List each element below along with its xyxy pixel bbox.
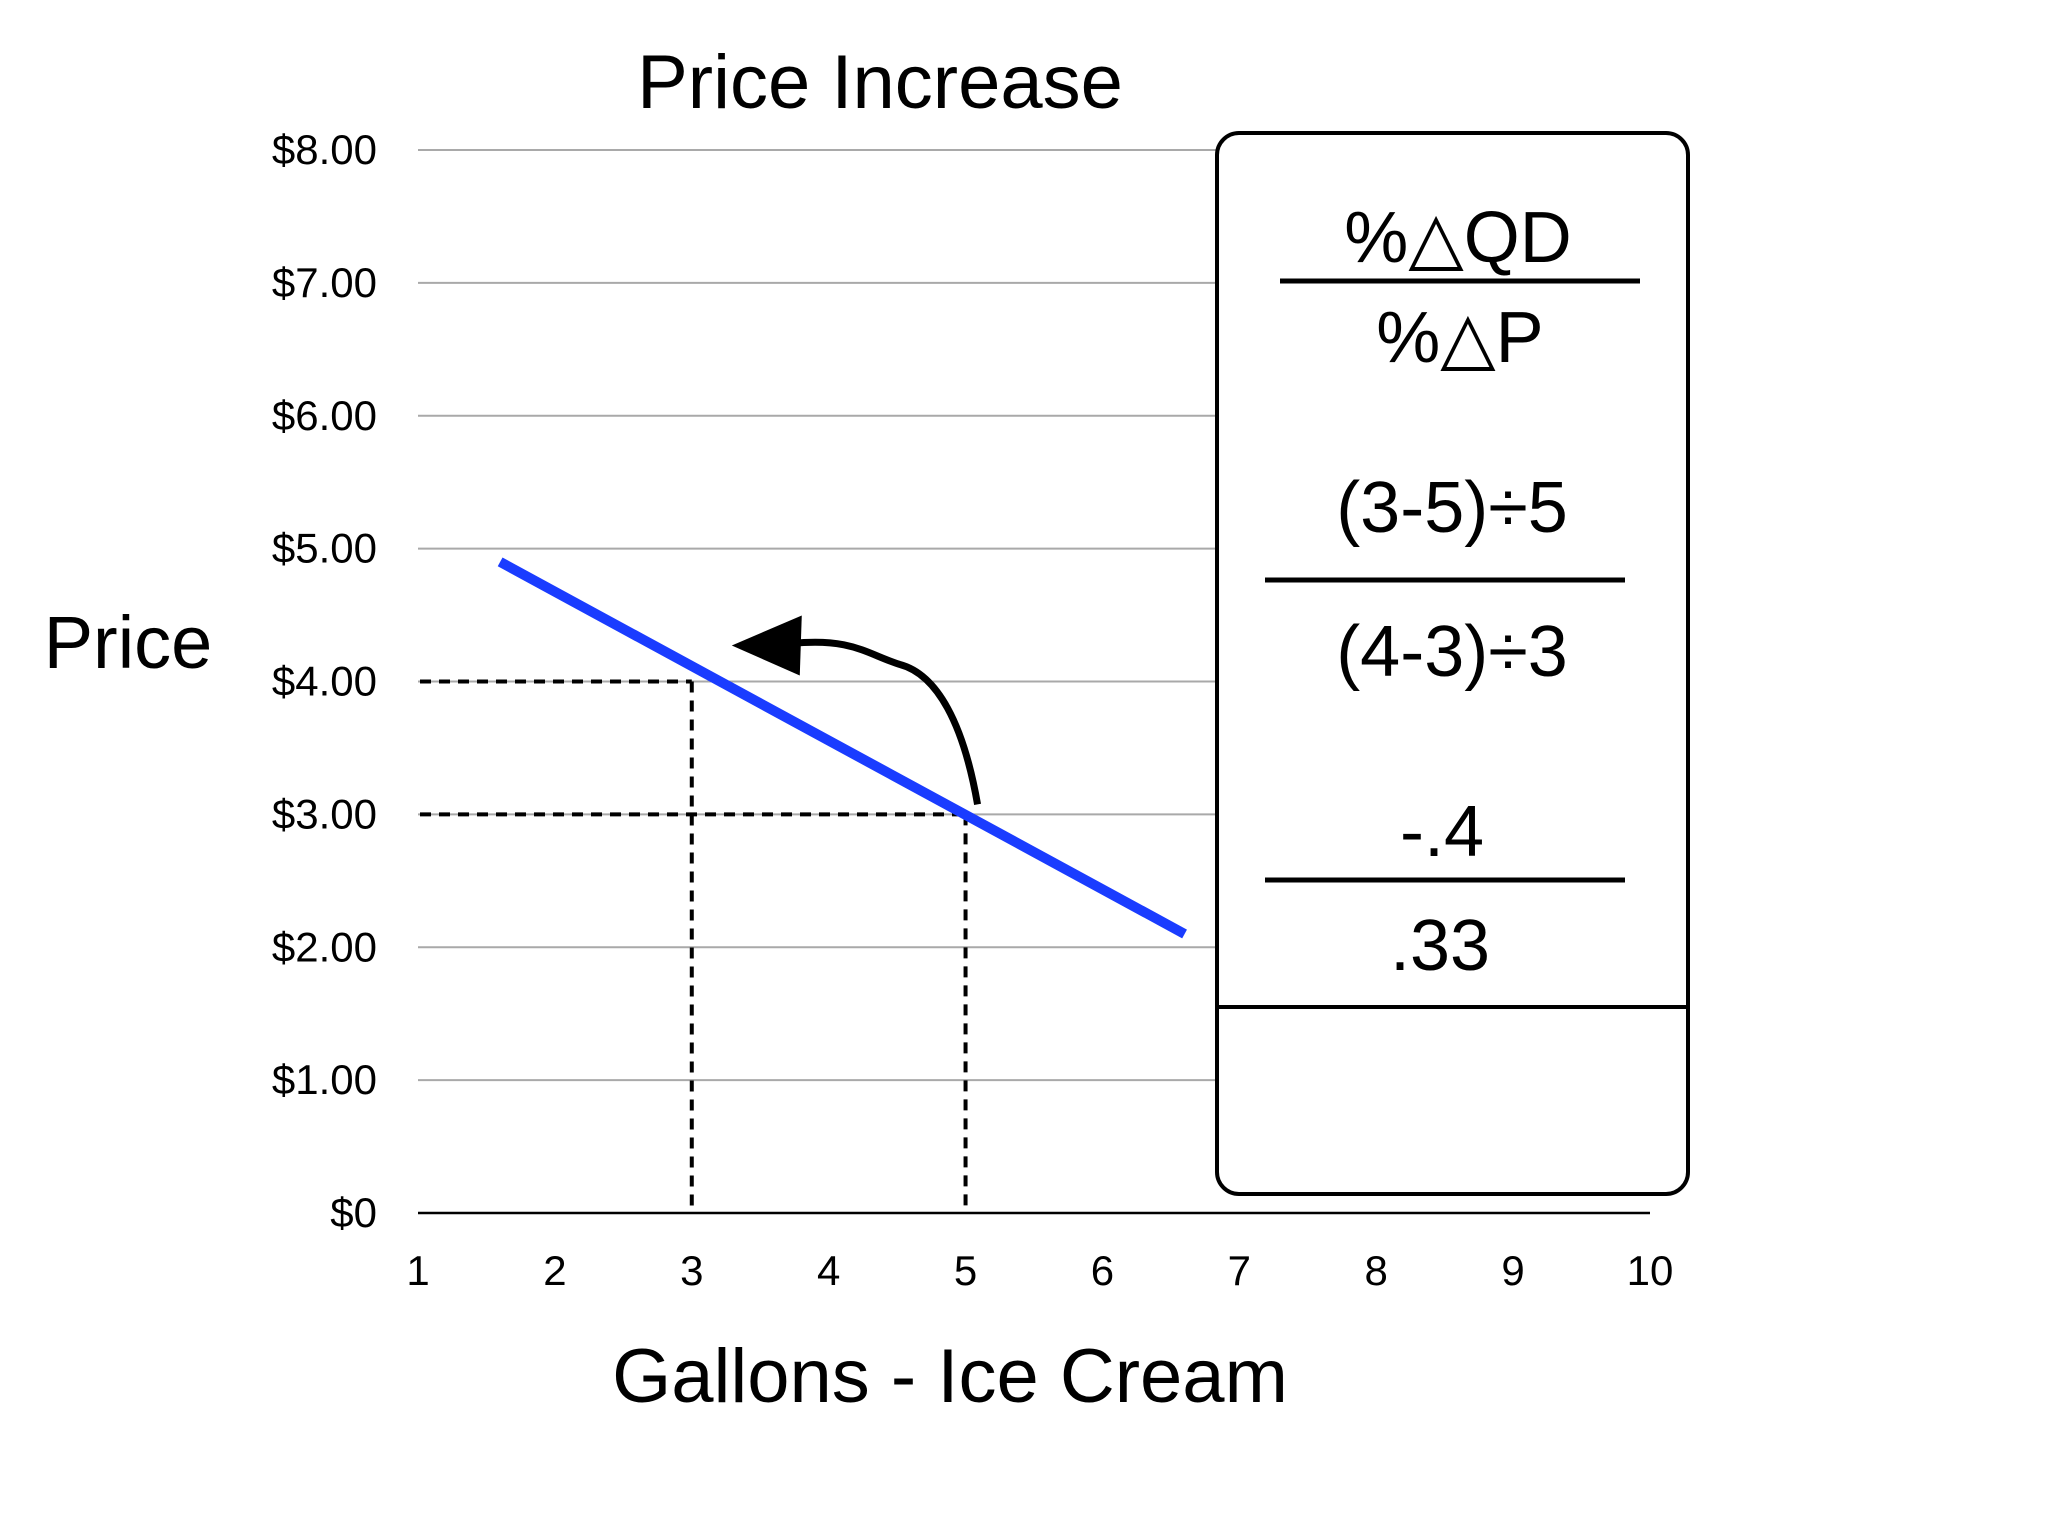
- y-tick-label: $7.00: [272, 259, 377, 306]
- arrow-shaft: [791, 638, 982, 805]
- elasticity-denominator: %△P: [1376, 298, 1543, 378]
- y-tick-label: $6.00: [272, 392, 377, 439]
- chart-title: Price Increase: [637, 40, 1123, 125]
- x-tick-label: 1: [406, 1247, 429, 1294]
- x-tick-label: 4: [817, 1247, 840, 1294]
- y-tick-label: $1.00: [272, 1056, 377, 1103]
- y-tick-labels: $0 $1.00 $2.00 $3.00 $4.00 $5.00 $6.00 $7.00 $8.…: [272, 126, 377, 1236]
- demand-line: [497, 557, 1187, 939]
- x-tick-label: 8: [1365, 1247, 1388, 1294]
- x-tick-label: 9: [1501, 1247, 1524, 1294]
- price-change-arrow: [731, 615, 982, 805]
- result-numerator: -.4: [1400, 792, 1484, 872]
- x-axis-label: Gallons - Ice Cream: [612, 1334, 1288, 1419]
- y-tick-label: $5.00: [272, 525, 377, 572]
- arrow-head: [731, 615, 802, 676]
- result-denominator: .33: [1390, 906, 1490, 986]
- y-tick-label: $4.00: [272, 658, 377, 705]
- x-tick-label: 10: [1627, 1247, 1674, 1294]
- x-tick-label: 6: [1091, 1247, 1114, 1294]
- calc-numerator: (3-5)÷5: [1336, 468, 1568, 548]
- x-tick-label: 2: [543, 1247, 566, 1294]
- dashed-guides: [420, 679, 968, 1213]
- y-tick-label: $2.00: [272, 923, 377, 970]
- formula-box-frame: [1215, 131, 1690, 1196]
- y-tick-label: $0: [330, 1189, 377, 1236]
- y-tick-label: $8.00: [272, 126, 377, 173]
- elasticity-formula-box: %△QD %△P (3-5)÷5 (4-3)÷3 -.4 .33: [1215, 131, 1690, 1196]
- demand-curve: [497, 557, 1187, 939]
- x-tick-label: 5: [954, 1247, 977, 1294]
- x-tick-label: 7: [1228, 1247, 1251, 1294]
- gridlines: [418, 149, 1650, 1215]
- x-tick-labels: 1 2 3 4 5 6 7 8 9 10: [406, 1247, 1673, 1294]
- y-tick-label: $3.00: [272, 790, 377, 837]
- elasticity-numerator: %△QD: [1344, 198, 1571, 278]
- y-axis-label: Price: [44, 601, 213, 684]
- x-tick-label: 3: [680, 1247, 703, 1294]
- calc-denominator: (4-3)÷3: [1336, 612, 1568, 692]
